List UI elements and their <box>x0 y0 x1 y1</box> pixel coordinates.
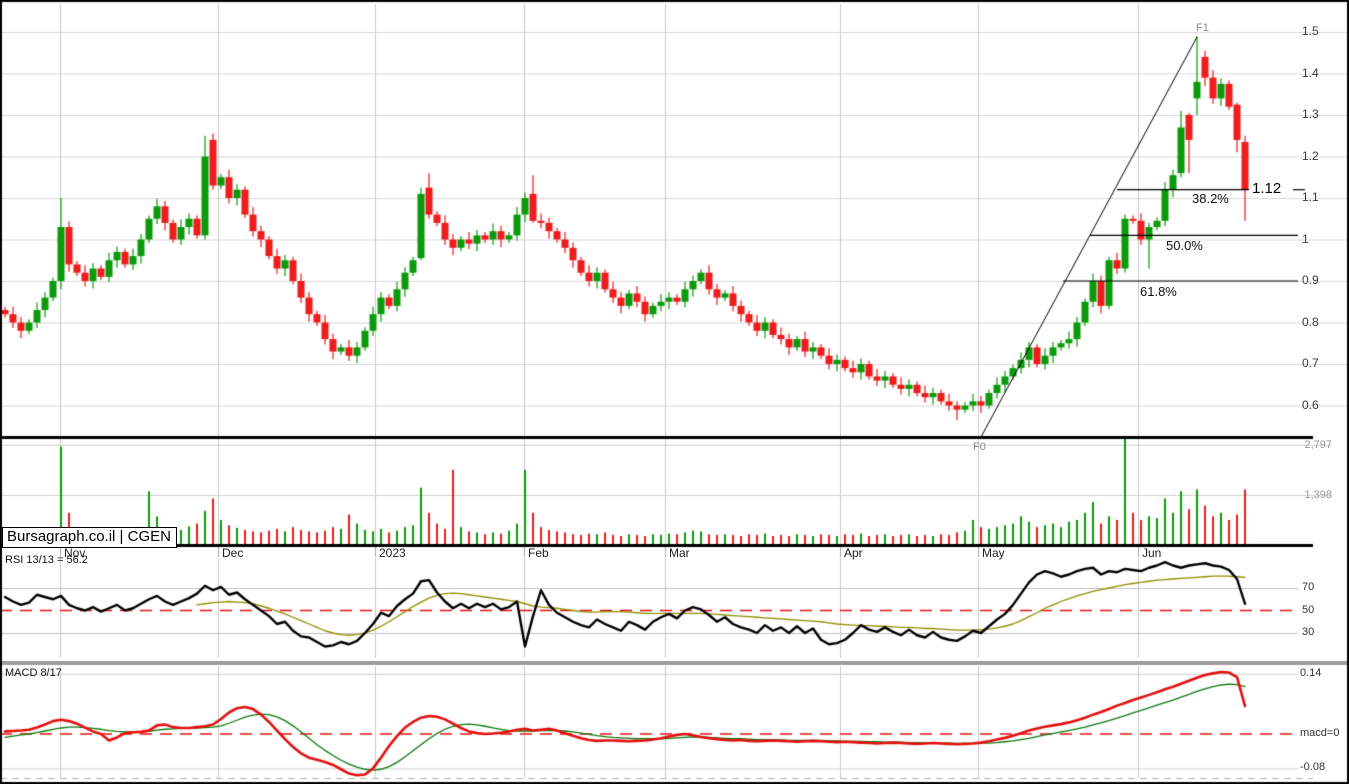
price-axis-tick: 1.3 <box>1302 107 1319 121</box>
month-label: 2023 <box>379 546 406 560</box>
price-axis-tick: 1 <box>1302 231 1309 246</box>
month-label: May <box>982 546 1005 560</box>
trendline-start-label: F0 <box>973 441 986 453</box>
rsi-indicator-label: RSI 13/13 = 56.2 <box>5 554 88 566</box>
macd-axis-tick: 0.14 <box>1300 666 1322 679</box>
month-label: Feb <box>528 546 549 560</box>
price-axis-tick: 1.5 <box>1302 24 1319 38</box>
month-label: Mar <box>669 546 690 560</box>
macd-axis-tick: -0.08 <box>1300 761 1326 774</box>
macd-axis-tick: macd=0 <box>1300 727 1340 739</box>
price-axis-tick: 0.9 <box>1302 273 1319 287</box>
rsi-axis-tick: 70 <box>1302 581 1315 593</box>
fib-38.2-label: 38.2% <box>1192 191 1229 206</box>
macd-indicator-label: MACD 8/17 <box>5 667 62 679</box>
price-axis-tick: 0.8 <box>1302 314 1319 329</box>
fib-61.8-label: 61.8% <box>1140 284 1177 299</box>
volume-axis-tick: 2,797 <box>1304 438 1332 451</box>
rsi-axis-tick: 30 <box>1302 626 1315 638</box>
volume-axis-tick: 1,398 <box>1304 488 1332 501</box>
month-label: Apr <box>844 546 863 560</box>
trendline-end-label: F1 <box>1196 22 1209 34</box>
month-label: Nov <box>64 546 86 560</box>
price-axis-tick: 0.7 <box>1302 356 1319 370</box>
watermark: Bursagraph.co.il | CGEN <box>2 527 177 548</box>
price-axis-tick: 1.1 <box>1302 190 1319 204</box>
price-axis-tick: 1.4 <box>1302 65 1319 80</box>
fib-price-label: 1.12 <box>1252 180 1282 197</box>
fib-50.0-label: 50.0% <box>1166 238 1203 253</box>
month-label: Jun <box>1142 546 1162 560</box>
price-axis-tick: 0.6 <box>1302 397 1319 412</box>
price-axis-tick: 1.2 <box>1302 148 1319 163</box>
rsi-axis-tick: 50 <box>1302 603 1315 616</box>
month-label: Dec <box>222 546 244 560</box>
